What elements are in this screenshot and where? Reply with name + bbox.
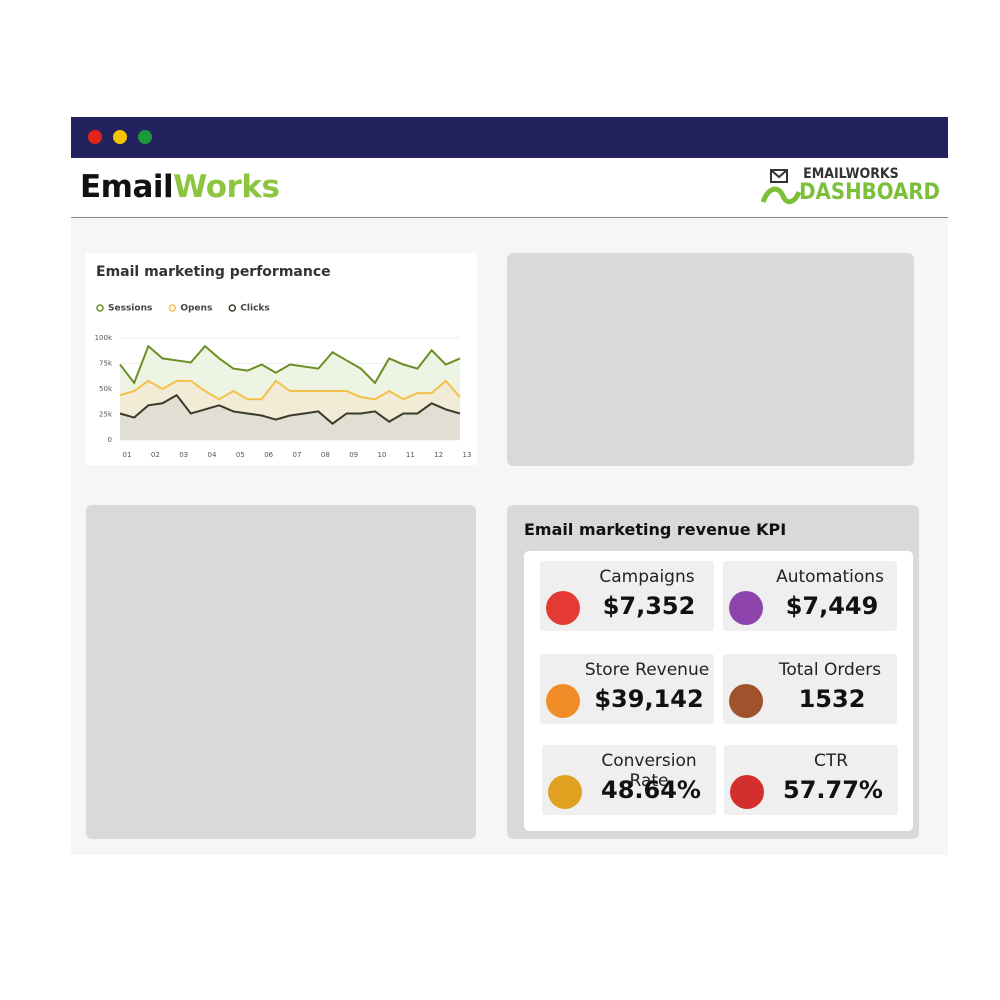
y-tick-label: 0 [108,436,112,444]
kpi-panel: Email marketing revenue KPI Campaigns $7,… [507,505,919,839]
x-tick-label: 13 [463,451,472,459]
minimize-dot[interactable] [113,130,127,144]
kpi-value: $39,142 [594,685,704,713]
y-tick-label: 50k [99,385,113,393]
brand: EmailWorks [80,169,280,205]
kpi-label: CTR [813,751,849,771]
kpi-title: Email marketing revenue KPI [524,520,787,539]
kpi-icon [546,591,580,625]
x-tick-label: 02 [151,451,160,459]
x-tick-label: 03 [179,451,188,459]
kpi-value: $7,449 [785,592,879,620]
kpi-grid: Campaigns $7,352 Automations $7,449 Store Re… [524,551,913,831]
legend-label: Opens [180,304,212,314]
x-tick-label: 09 [349,451,358,459]
placeholder-panel [86,505,476,839]
window-bar [71,117,948,158]
logo-icon [761,169,802,205]
kpi-value: 1532 [798,685,866,713]
x-tick-label: 10 [378,451,387,459]
kpi-tile: Store Revenue $39,142 [540,654,714,724]
kpi-tile: CTR 57.77% [724,745,898,815]
line [119,393,461,425]
chart: Email marketing performance Sessions Open… [95,264,472,459]
logo-bottom: DASHBOARD [799,180,940,205]
line [119,379,461,401]
logo: EMAILWORKS DASHBOARD [761,166,940,205]
y-tick-label: 25k [99,411,113,419]
kpi-label: Automations [776,567,884,587]
line [119,344,461,385]
kpi-value: $7,352 [602,592,696,620]
header: EmailWorks EMAILWORKS DASHBOARD [71,158,948,218]
y-tick-label: 75k [99,360,113,368]
kpi-icon [729,591,763,625]
x-tick-label: 05 [236,451,245,459]
x-tick-label: 12 [434,451,443,459]
legend-label: Sessions [108,304,152,314]
kpi-tile: Total Orders 1532 [723,654,897,724]
kpi-icon [730,775,764,809]
logo-top: EMAILWORKS [803,166,899,182]
x-tick-label: 06 [264,451,273,459]
kpi-icon [729,684,763,718]
close-dot[interactable] [88,130,102,144]
x-tick-label: 08 [321,451,330,459]
y-tick-label: 100k [95,334,113,342]
kpi-label: Store Revenue [584,660,710,680]
kpi-icon [548,775,582,809]
brand-a: Email [80,169,174,205]
x-tick-label: 01 [123,451,132,459]
legend-marker [228,304,237,312]
x-tick-label: 11 [406,451,415,459]
legend-marker [168,304,177,312]
legend-label: Clicks [240,304,269,314]
kpi-icon [546,684,580,718]
kpi-label: Conversion Rate [601,751,697,791]
kpi-label: Campaigns [599,567,695,587]
kpi-tile: Conversion Rate 48.64% [542,745,716,815]
area [120,395,460,440]
kpi-tile: Campaigns $7,352 [540,561,714,631]
kpi-label: Total Orders [778,660,882,680]
x-tick-label: 07 [293,451,302,459]
brand-b: Works [173,169,280,205]
chart-card: Email marketing performance Sessions Open… [86,253,477,465]
kpi-value: 48.64% [601,776,701,804]
kpi-value: 57.77% [783,776,883,804]
x-tick-label: 04 [208,451,217,459]
kpi-tile: Automations $7,449 [723,561,897,631]
legend-marker [96,304,104,312]
chart-title: Email marketing performance [96,264,331,280]
maximize-dot[interactable] [138,130,152,144]
placeholder-panel [507,253,914,466]
